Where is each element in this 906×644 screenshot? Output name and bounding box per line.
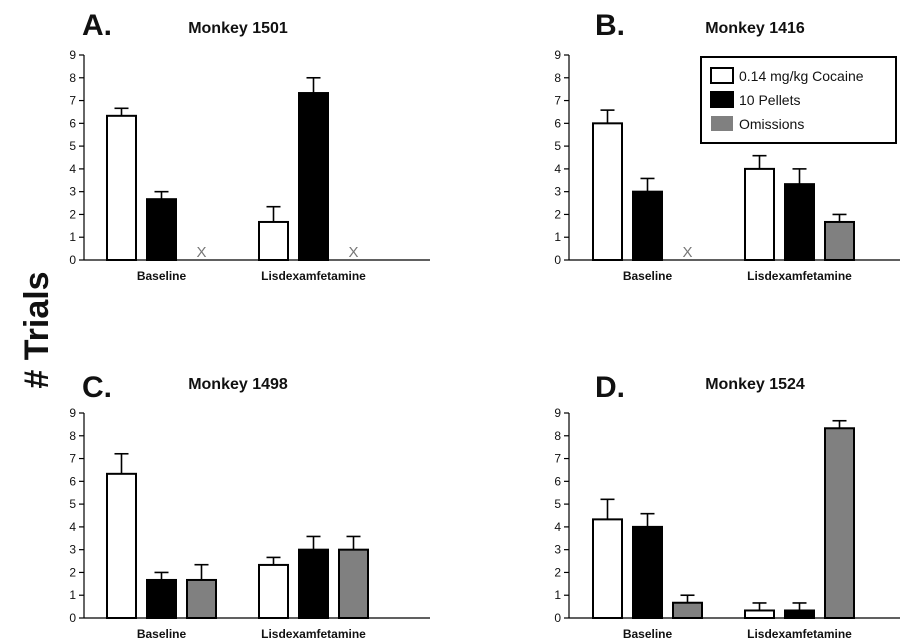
bar xyxy=(632,190,663,262)
bar xyxy=(592,518,623,619)
bar xyxy=(146,198,177,261)
panel-label: A. xyxy=(82,9,112,42)
y-tick-label: 0 xyxy=(554,611,561,625)
bar xyxy=(632,525,663,620)
y-tick-label: 5 xyxy=(554,139,561,153)
bar xyxy=(338,548,369,620)
y-tick-label: 3 xyxy=(69,543,76,557)
x-category-label: Baseline xyxy=(623,269,673,283)
bar xyxy=(106,472,137,620)
y-tick-label: 6 xyxy=(554,474,561,488)
x-category-label: Lisdexamfetamine xyxy=(261,269,366,283)
bar xyxy=(784,609,815,620)
chart-panel: B. Monkey 1416 0 1 2 3 4 5 6 7 8 9 X Baseline Lisdexam… xyxy=(554,9,900,283)
legend-entry-label: 10 Pellets xyxy=(739,92,800,108)
y-tick-label: 1 xyxy=(69,230,76,244)
chart-panel: A. Monkey 1501 0 1 2 3 4 5 6 7 8 9 X Baseline X Lisdexa… xyxy=(69,9,430,283)
y-tick-label: 9 xyxy=(69,48,76,62)
y-tick-label: 8 xyxy=(554,71,561,85)
x-category-label: Lisdexamfetamine xyxy=(261,627,366,641)
y-tick-label: 1 xyxy=(554,588,561,602)
bar xyxy=(824,220,855,261)
y-tick-label: 9 xyxy=(554,406,561,420)
chart-title: Monkey 1524 xyxy=(705,376,805,393)
missing-marker: X xyxy=(348,244,358,261)
y-tick-label: 6 xyxy=(69,474,76,488)
panels-group: A. Monkey 1501 0 1 2 3 4 5 6 7 8 9 X Baseline X Lisdexa… xyxy=(69,9,900,641)
y-tick-label: 5 xyxy=(69,139,76,153)
y-tick-label: 2 xyxy=(554,565,561,579)
legend-swatch xyxy=(710,91,734,108)
y-tick-label: 7 xyxy=(554,452,561,466)
legend-swatch xyxy=(710,67,734,84)
y-tick-label: 3 xyxy=(554,543,561,557)
legend: 0.14 mg/kg Cocaine 10 Pellets Omissions xyxy=(700,56,897,144)
missing-marker: X xyxy=(196,244,206,261)
panel-label: C. xyxy=(82,371,112,404)
y-tick-label: 5 xyxy=(69,497,76,511)
chart-panel: C. Monkey 1498 0 1 2 3 4 5 6 7 8 9 Baseline Lisdexamf… xyxy=(69,371,430,641)
bar xyxy=(258,220,289,261)
y-tick-label: 8 xyxy=(69,71,76,85)
y-tick-label: 7 xyxy=(69,94,76,108)
bar xyxy=(146,578,177,620)
y-tick-label: 6 xyxy=(69,116,76,130)
y-tick-label: 7 xyxy=(69,452,76,466)
y-axis-label: # Trials xyxy=(18,271,56,388)
chart-title: Monkey 1498 xyxy=(188,376,288,393)
y-tick-label: 8 xyxy=(554,429,561,443)
bar xyxy=(824,427,855,619)
y-tick-label: 0 xyxy=(554,253,561,267)
y-tick-label: 4 xyxy=(69,520,76,534)
y-tick-label: 2 xyxy=(69,565,76,579)
legend-swatch xyxy=(711,116,733,131)
x-category-label: Lisdexamfetamine xyxy=(747,627,852,641)
y-tick-label: 4 xyxy=(69,162,76,176)
bar xyxy=(744,167,775,261)
bar xyxy=(744,609,775,620)
bar xyxy=(298,548,329,620)
y-tick-label: 9 xyxy=(69,406,76,420)
y-tick-label: 3 xyxy=(554,185,561,199)
x-category-label: Baseline xyxy=(623,627,673,641)
y-tick-label: 7 xyxy=(554,94,561,108)
chart-title: Monkey 1416 xyxy=(705,20,805,37)
missing-marker: X xyxy=(682,244,692,261)
y-tick-label: 2 xyxy=(69,207,76,221)
chart-panel: D. Monkey 1524 0 1 2 3 4 5 6 7 8 9 Baseline Lisdexamf… xyxy=(554,371,900,641)
y-tick-label: 3 xyxy=(69,185,76,199)
legend-entry-label: Omissions xyxy=(739,116,804,132)
y-tick-label: 8 xyxy=(69,429,76,443)
panel-label: D. xyxy=(595,371,625,404)
y-tick-label: 4 xyxy=(554,162,561,176)
bar xyxy=(186,578,217,620)
legend-entry-label: 0.14 mg/kg Cocaine xyxy=(739,68,864,84)
y-tick-label: 0 xyxy=(69,611,76,625)
y-tick-label: 5 xyxy=(554,497,561,511)
bar xyxy=(672,601,703,620)
x-category-label: Baseline xyxy=(137,627,187,641)
bar xyxy=(592,122,623,262)
y-tick-label: 6 xyxy=(554,116,561,130)
y-tick-label: 0 xyxy=(69,253,76,267)
bar xyxy=(106,114,137,261)
bar xyxy=(258,563,289,620)
y-tick-label: 1 xyxy=(554,230,561,244)
x-category-label: Lisdexamfetamine xyxy=(747,269,852,283)
bar xyxy=(298,92,329,261)
bar xyxy=(784,183,815,261)
x-category-label: Baseline xyxy=(137,269,187,283)
y-tick-label: 4 xyxy=(554,520,561,534)
chart-title: Monkey 1501 xyxy=(188,20,288,37)
y-tick-label: 9 xyxy=(554,48,561,62)
y-tick-label: 2 xyxy=(554,207,561,221)
y-tick-label: 1 xyxy=(69,588,76,602)
panel-label: B. xyxy=(595,9,625,42)
